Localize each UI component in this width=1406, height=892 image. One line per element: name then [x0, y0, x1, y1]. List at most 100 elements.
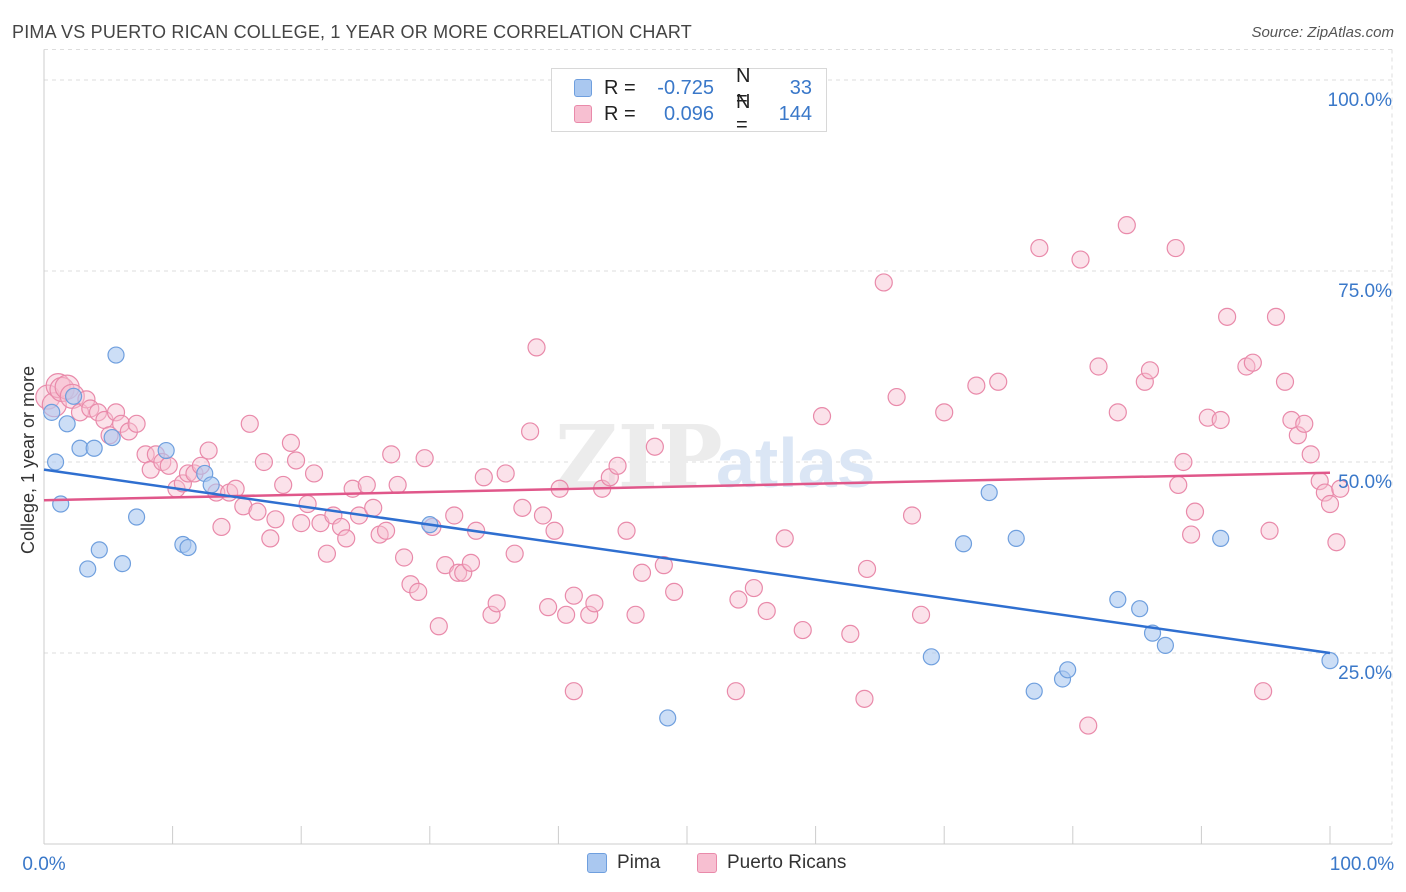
data-point-puerto-ricans — [545, 521, 564, 540]
trend-line-pima — [43, 468, 1331, 655]
data-point-pima — [58, 415, 76, 433]
data-point-puerto-ricans — [521, 422, 540, 441]
data-point-puerto-ricans — [337, 529, 356, 548]
data-point-puerto-ricans — [376, 521, 396, 540]
data-point-pima — [46, 453, 65, 471]
data-point-puerto-ricans — [45, 373, 71, 399]
data-point-pima — [79, 560, 97, 578]
data-point-puerto-ricans — [1288, 426, 1307, 445]
data-point-pima — [1109, 590, 1127, 609]
bottom-legend-pima: Pima — [587, 852, 660, 874]
axes — [43, 49, 1392, 845]
data-point-puerto-ricans — [1275, 372, 1295, 391]
data-point-pima — [1025, 682, 1043, 700]
data-point-puerto-ricans — [726, 682, 745, 701]
bottom-legend-puerto-ricans: Puerto Ricans — [697, 852, 846, 874]
data-point-pima — [922, 648, 940, 666]
data-point-pima — [52, 495, 70, 513]
legend-n-value: 144 — [778, 102, 812, 125]
data-point-puerto-ricans — [857, 559, 877, 579]
y-tick-label: 75.0% — [1338, 281, 1392, 302]
legend-swatch-pima — [574, 79, 592, 97]
data-point-pima — [113, 555, 132, 573]
data-point-puerto-ricans — [298, 494, 317, 514]
data-point-pima — [85, 439, 103, 457]
data-point-puerto-ricans — [261, 529, 280, 548]
data-point-pima — [127, 508, 146, 526]
data-point-pima — [64, 387, 83, 405]
data-point-puerto-ricans — [248, 502, 267, 521]
data-point-puerto-ricans — [1254, 682, 1273, 701]
data-point-puerto-ricans — [159, 456, 178, 475]
data-point-puerto-ricans — [744, 578, 763, 598]
series-pima — [43, 346, 1339, 727]
data-point-puerto-ricans — [487, 594, 506, 613]
data-point-puerto-ricans — [626, 605, 645, 624]
data-point-pima — [103, 428, 121, 447]
data-point-puerto-ricans — [557, 605, 576, 624]
data-point-puerto-ricans — [1089, 357, 1108, 376]
data-point-puerto-ricans — [1243, 353, 1262, 372]
legend-r-value: 0.096 — [663, 102, 714, 125]
watermark-atlas: atlas — [716, 424, 876, 502]
data-point-puerto-ricans — [429, 617, 448, 636]
data-point-puerto-ricans — [617, 521, 636, 540]
data-point-puerto-ricans — [112, 414, 131, 433]
data-point-puerto-ricans — [1185, 502, 1205, 521]
y-tick-label: 100.0% — [1328, 90, 1393, 111]
data-point-puerto-ricans — [1260, 521, 1279, 540]
data-point-puerto-ricans — [127, 414, 146, 433]
data-point-puerto-ricans — [874, 273, 893, 292]
data-point-puerto-ricans — [1166, 238, 1185, 258]
data-point-pima — [954, 535, 973, 553]
legend-row-pima: R = -0.725 N = 33 — [552, 65, 812, 110]
data-point-puerto-ricans — [1320, 494, 1340, 514]
watermark: ZIP atlas — [555, 407, 876, 508]
data-point-puerto-ricans — [226, 479, 245, 498]
data-point-puerto-ricans — [585, 594, 604, 613]
data-point-puerto-ricans — [989, 372, 1008, 391]
data-point-puerto-ricans — [812, 407, 832, 426]
y-tick-label: 25.0% — [1338, 663, 1392, 684]
watermark-zip: ZIP — [555, 407, 723, 508]
tick-labels: 25.0% 50.0% 75.0% 100.0% 0.0% 100.0% — [22, 90, 1394, 875]
data-point-puerto-ricans — [304, 464, 324, 483]
legend-r-label: R = — [604, 102, 636, 125]
data-point-puerto-ricans — [461, 553, 481, 572]
data-point-puerto-ricans — [1140, 361, 1160, 380]
data-point-puerto-ricans — [401, 575, 420, 594]
series-puerto-ricans — [35, 216, 1350, 735]
data-point-puerto-ricans — [281, 433, 301, 452]
data-point-puerto-ricans — [496, 464, 515, 483]
data-point-puerto-ricans — [1295, 414, 1314, 433]
data-point-puerto-ricans — [254, 452, 274, 472]
data-point-puerto-ricans — [364, 498, 383, 517]
data-point-puerto-ricans — [757, 601, 776, 621]
data-point-puerto-ricans — [394, 548, 414, 567]
data-point-puerto-ricans — [1327, 533, 1346, 552]
data-point-puerto-ricans — [1174, 452, 1193, 472]
data-point-puerto-ricans — [266, 510, 285, 529]
data-point-pima — [43, 403, 61, 421]
data-point-pima — [1321, 652, 1339, 670]
data-point-puerto-ricans — [357, 475, 376, 495]
data-point-puerto-ricans — [841, 624, 860, 644]
data-point-puerto-ricans — [106, 403, 126, 422]
data-point-puerto-ricans — [1182, 525, 1201, 544]
data-point-puerto-ricans — [1331, 479, 1350, 498]
data-point-puerto-ricans — [88, 403, 108, 422]
data-point-puerto-ricans — [580, 605, 599, 624]
data-point-puerto-ricans — [382, 445, 401, 464]
x-tick-label: 0.0% — [22, 854, 65, 875]
data-point-puerto-ricans — [539, 598, 558, 617]
data-point-puerto-ricans — [317, 544, 337, 563]
data-point-puerto-ricans — [1117, 216, 1136, 235]
data-point-puerto-ricans — [527, 338, 546, 357]
data-point-puerto-ricans — [331, 517, 351, 537]
data-point-puerto-ricans — [1218, 307, 1237, 326]
data-point-puerto-ricans — [274, 475, 293, 495]
data-point-puerto-ricans — [482, 605, 501, 624]
data-point-puerto-ricans — [292, 514, 311, 533]
legend-n-label: N = — [736, 91, 751, 136]
